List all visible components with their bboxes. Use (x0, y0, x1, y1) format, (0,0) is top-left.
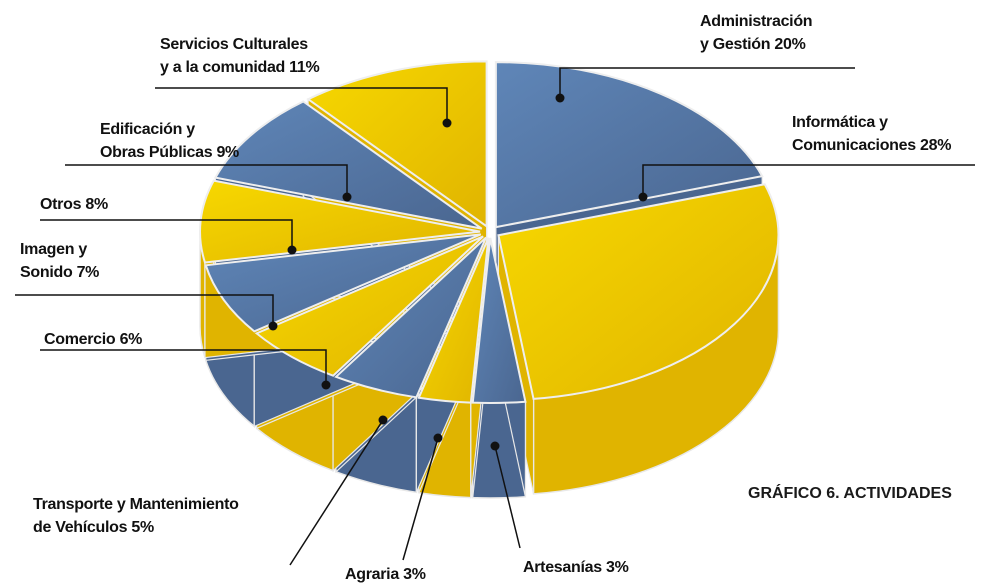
slice (417, 237, 490, 404)
slice (204, 233, 482, 333)
label-value: 3% (403, 566, 426, 583)
slice (199, 179, 481, 264)
slice-label: Otros 8% (40, 193, 108, 216)
leader-line (65, 164, 348, 197)
leader-line (40, 219, 293, 250)
leader-line (494, 445, 521, 549)
leader-dot (442, 118, 452, 128)
slice-label: Informática y Comunicaciones 28% (792, 111, 951, 157)
leader-line (40, 349, 327, 385)
label-value: 6% (119, 331, 143, 348)
slice (471, 237, 527, 404)
slice-label: Agraria 3% (345, 563, 426, 585)
slice-label: Edificación y Obras Públicas 9% (100, 118, 239, 164)
slice-label: Comercio 6% (44, 328, 142, 351)
slice (213, 100, 483, 230)
label-value: 5% (131, 519, 154, 536)
leader-dot (433, 433, 443, 443)
tops (199, 60, 780, 404)
leader-dot (490, 441, 500, 451)
leader-line (155, 87, 448, 123)
label-value: 3% (605, 559, 629, 576)
label-value: 11% (289, 59, 320, 76)
leader-dot (378, 415, 388, 425)
leader-line (402, 437, 439, 561)
chart-title: GRÁFICO 6. ACTIVIDADES (748, 485, 952, 502)
leader-line (15, 294, 274, 326)
label-value: 28% (920, 137, 952, 154)
leader-line (559, 67, 855, 98)
label-name: Administración y Gestión (700, 13, 813, 53)
slice-label: Transporte y Mantenimiento de Vehículos … (33, 493, 239, 539)
label-name: Informática y Comunicaciones (792, 114, 916, 154)
leader-dot (342, 192, 352, 202)
leader-dot (321, 380, 331, 390)
label-value: 7% (76, 264, 100, 281)
slice (306, 60, 488, 229)
label-value: 9% (216, 144, 239, 161)
leader-dot (268, 321, 278, 331)
label-name: Servicios Culturales y a la comunidad (160, 36, 308, 76)
label-value: 8% (85, 196, 108, 213)
slice (254, 235, 484, 377)
slice-label: Administración y Gestión 20% (700, 10, 813, 56)
leader-line (642, 164, 975, 197)
label-name: Artesanías (523, 559, 602, 576)
leader-dot (287, 245, 297, 255)
label-name: Transporte y Mantenimiento de Vehículos (33, 496, 239, 536)
slice (334, 236, 487, 399)
slice (497, 183, 780, 400)
leader-dot (555, 93, 565, 103)
slice-label: Servicios Culturales y a la comunidad 11… (160, 33, 320, 79)
slice-label: Imagen y Sonido 7% (20, 238, 99, 284)
slice (494, 61, 764, 229)
slice-label: Artesanías 3% (523, 556, 629, 579)
leader-dot (638, 192, 648, 202)
label-value: 20% (774, 36, 806, 53)
label-name: Imagen y Sonido (20, 241, 87, 281)
label-name: Agraria (345, 566, 399, 583)
label-name: Comercio (44, 331, 116, 348)
label-name: Otros (40, 196, 82, 213)
leader-line (289, 419, 384, 566)
label-name: Edificación y Obras Públicas (100, 121, 213, 161)
